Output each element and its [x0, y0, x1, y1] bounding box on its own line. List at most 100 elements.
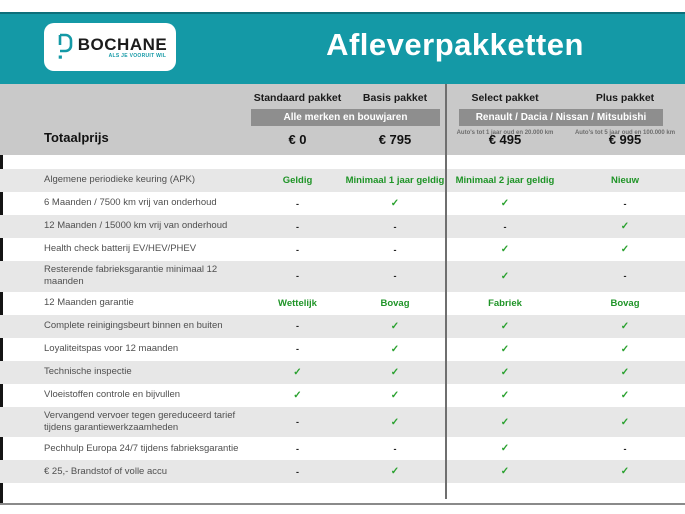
logo-tagline: ALS JE VOORUIT WIL — [108, 52, 167, 59]
dash-mark: - — [393, 221, 397, 232]
bochane-logo-icon — [58, 33, 73, 59]
row-label: Complete reinigingsbeurt binnen en buite… — [44, 320, 223, 332]
table-row: 6 Maanden / 7500 km vrij van onderhoud - ✓… — [0, 192, 685, 215]
row-label: Loyaliteitspas voor 12 maanden — [44, 343, 179, 355]
check-icon: ✓ — [620, 389, 630, 401]
column-header-plus: Plus pakket — [595, 92, 655, 104]
group-badge-all-brands: Alle merken en bouwjaren — [251, 109, 440, 126]
check-icon: ✓ — [390, 320, 400, 332]
condition-select: Auto's tot 1 jaar oud en 20.000 km — [456, 130, 554, 136]
check-icon: ✓ — [390, 466, 400, 478]
column-header-standaard: Standaard pakket — [253, 92, 342, 104]
row-label: Algemene periodieke keuring (APK) — [44, 174, 196, 186]
total-price-label: Totaalprijs — [44, 130, 109, 145]
group-badge-brands: Renault / Dacia / Nissan / Mitsubishi — [459, 109, 663, 126]
check-icon: ✓ — [500, 320, 510, 332]
check-icon: ✓ — [620, 244, 630, 255]
row-label: 12 Maanden garantie — [44, 297, 134, 309]
feature-rows: Algemene periodieke keuring (APK) Geldig M… — [0, 169, 685, 484]
row-label: 12 Maanden / 15000 km vrij van onderhoud — [44, 220, 228, 232]
check-icon: ✓ — [620, 343, 630, 355]
check-icon: ✓ — [293, 366, 302, 378]
table-row: Resterende fabrieksgarantie minimaal 12 … — [0, 261, 685, 292]
table-row: Pechhulp Europa 24/7 tijdens fabrieksgar… — [0, 437, 685, 461]
dash-mark: - — [623, 271, 627, 282]
condition-plus: Auto's tot 5 jaar oud en 100.000 km — [574, 130, 676, 136]
check-icon: ✓ — [620, 320, 630, 332]
column-group-divider — [445, 84, 447, 499]
table-header: Standaard pakket Basis pakket Select pak… — [0, 84, 685, 155]
row-label: Vloeistoffen controle en bijvullen — [44, 389, 181, 401]
dash-mark: - — [296, 271, 299, 282]
column-header-select: Select pakket — [471, 92, 539, 104]
logo-wordmark: BOCHANE — [77, 34, 168, 54]
spacer-row — [0, 155, 685, 169]
check-icon: ✓ — [390, 198, 400, 209]
row-value-text: Bovag — [610, 297, 640, 309]
dash-mark: - — [296, 221, 299, 232]
check-icon: ✓ — [500, 443, 510, 455]
bochane-logo: BOCHANE ALS JE VOORUIT WIL — [44, 23, 176, 71]
dash-mark: - — [393, 271, 397, 282]
price-basis: € 795 — [378, 132, 412, 147]
check-icon: ✓ — [500, 198, 510, 209]
row-value-text: Fabriek — [488, 297, 522, 309]
row-label: Health check batterij EV/HEV/PHEV — [44, 243, 197, 255]
column-header-basis: Basis pakket — [362, 92, 428, 104]
check-icon: ✓ — [500, 270, 510, 282]
dash-mark: - — [296, 466, 299, 477]
check-icon: ✓ — [620, 221, 630, 232]
row-value-text: Minimaal 2 jaar geldig — [455, 175, 555, 186]
table-row: 12 Maanden garantie Wettelijk Bovag Fabriek… — [0, 291, 685, 315]
dash-mark: - — [296, 244, 299, 255]
row-value-text: Minimaal 1 jaar geldig — [345, 175, 445, 186]
check-icon: ✓ — [500, 389, 510, 401]
check-icon: ✓ — [620, 466, 630, 478]
check-icon: ✓ — [390, 343, 400, 355]
row-label: Resterende fabrieksgarantie minimaal 12 … — [44, 264, 218, 288]
table-row: Health check batterij EV/HEV/PHEV - - ✓ ✓ — [0, 238, 685, 261]
row-value-text: Wettelijk — [278, 297, 317, 309]
dash-mark: - — [393, 443, 397, 454]
dash-mark: - — [503, 221, 507, 232]
check-icon: ✓ — [620, 416, 630, 428]
table-row: Technische inspectie ✓ ✓ ✓ ✓ — [0, 360, 685, 384]
check-icon: ✓ — [293, 389, 302, 401]
check-icon: ✓ — [500, 244, 510, 255]
table-row: Vloeistoffen controle en bijvullen ✓ ✓ ✓ ✓ — [0, 383, 685, 407]
table-row: € 25,- Brandstof of volle accu - ✓ ✓ ✓ — [0, 460, 685, 484]
page-title: Afleverpakketten — [326, 27, 584, 62]
check-icon: ✓ — [500, 343, 510, 355]
price-plus: € 995 — [608, 132, 642, 147]
row-label: € 25,- Brandstof of volle accu — [44, 465, 168, 477]
check-icon: ✓ — [390, 389, 400, 401]
table-row: Vervangend vervoer tegen gereduceerd tar… — [0, 406, 685, 438]
dash-mark: - — [296, 417, 299, 428]
check-icon: ✓ — [390, 416, 400, 428]
packages-table: Standaard pakket Basis pakket Select pak… — [0, 84, 685, 506]
row-value-text: Nieuw — [611, 175, 639, 186]
header-banner: BOCHANE ALS JE VOORUIT WIL Afleverpakket… — [0, 12, 685, 84]
row-value-text: Geldig — [282, 175, 313, 186]
check-icon: ✓ — [390, 366, 400, 378]
price-standaard: € 0 — [288, 132, 307, 147]
row-label: 6 Maanden / 7500 km vrij van onderhoud — [44, 197, 217, 209]
price-select: € 495 — [488, 132, 522, 147]
row-label: Technische inspectie — [44, 366, 132, 378]
table-row: 12 Maanden / 15000 km vrij van onderhoud… — [0, 215, 685, 238]
check-icon: ✓ — [620, 366, 630, 378]
check-icon: ✓ — [500, 366, 510, 378]
row-value-text: Bovag — [380, 297, 410, 309]
table-footer-row — [0, 483, 685, 506]
dash-mark: - — [393, 244, 397, 255]
check-icon: ✓ — [500, 416, 510, 428]
row-label: Pechhulp Europa 24/7 tijdens fabrieksgar… — [44, 442, 239, 454]
dash-mark: - — [296, 344, 299, 355]
dash-mark: - — [296, 443, 299, 454]
row-label: Vervangend vervoer tegen gereduceerd tar… — [44, 409, 236, 434]
dash-mark: - — [623, 198, 627, 209]
dash-mark: - — [623, 443, 627, 454]
dash-mark: - — [296, 321, 299, 332]
check-icon: ✓ — [500, 466, 510, 478]
table-row: Loyaliteitspas voor 12 maanden - ✓ ✓ ✓ — [0, 337, 685, 361]
